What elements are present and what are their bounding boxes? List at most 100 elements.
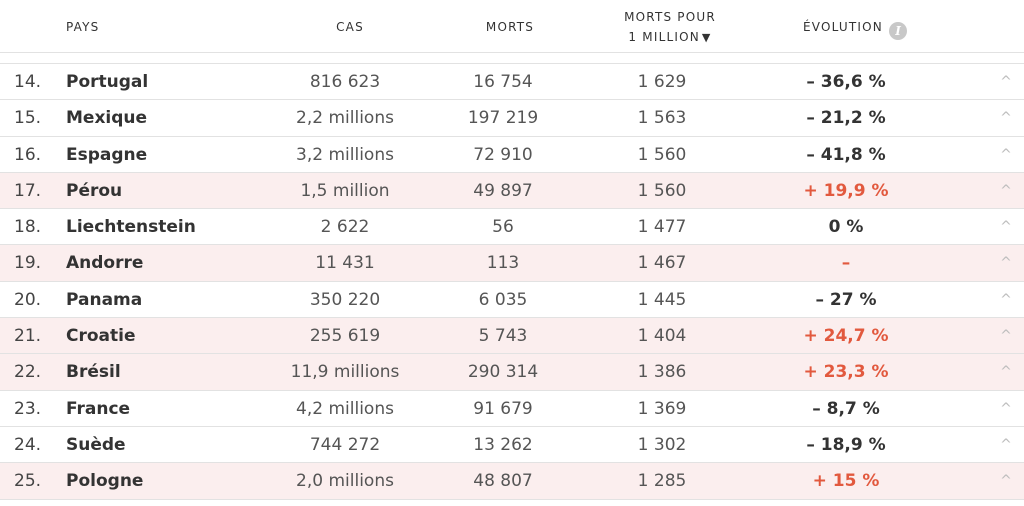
header-cas[interactable]: CAS xyxy=(336,20,364,34)
chevron-up-icon[interactable]: ^ xyxy=(1000,110,1012,127)
row-evolution: + 23,3 % xyxy=(803,362,889,383)
row-cases: 816 623 xyxy=(309,72,381,92)
row-evolution: + 19,9 % xyxy=(803,180,889,201)
row-rank: 14. xyxy=(14,72,42,92)
row-country: Pérou xyxy=(66,180,123,201)
row-deaths-per-million: 1 560 xyxy=(637,144,687,165)
row-rank: 16. xyxy=(14,144,42,165)
row-rank: 25. xyxy=(14,471,42,492)
table-row[interactable]: 22. Brésil 11,9 millions 290 314 1 386 + 23,3… xyxy=(0,354,1024,391)
row-evolution: – 8,7 % xyxy=(812,398,880,419)
row-rank: 20. xyxy=(14,289,42,310)
header-mpm-line2: 1 MILLION xyxy=(628,30,700,44)
row-deaths: 13 262 xyxy=(473,434,533,455)
row-evolution: – xyxy=(841,253,851,274)
row-deaths-per-million: 1 563 xyxy=(637,108,687,129)
row-deaths: 72 910 xyxy=(473,144,533,165)
row-cases: 1,5 million xyxy=(300,180,390,201)
row-deaths: 91 679 xyxy=(473,398,533,419)
row-country: Brésil xyxy=(66,362,121,383)
row-country: Croatie xyxy=(66,326,136,347)
row-cases: 2,0 millions xyxy=(296,471,394,492)
row-cases: 744 272 xyxy=(309,434,381,455)
row-rank: 15. xyxy=(14,108,42,129)
row-rank: 19. xyxy=(14,253,42,274)
chevron-up-icon[interactable]: ^ xyxy=(1000,219,1012,236)
row-evolution: – 36,6 % xyxy=(806,72,886,92)
row-cases: 2 622 xyxy=(320,217,370,238)
table-row[interactable]: 24. Suède 744 272 13 262 1 302 – 18,9 % ^ xyxy=(0,427,1024,464)
row-evolution: – 27 % xyxy=(815,289,877,310)
clipped-row xyxy=(0,52,1024,64)
row-deaths-per-million: 1 477 xyxy=(637,217,687,238)
table-row[interactable]: 15. Mexique 2,2 millions 197 219 1 563 – 21,2… xyxy=(0,100,1024,137)
row-deaths-per-million: 1 369 xyxy=(637,398,687,419)
chevron-up-icon[interactable]: ^ xyxy=(1000,328,1012,345)
row-deaths-per-million: 1 467 xyxy=(637,253,687,274)
row-evolution: + 24,7 % xyxy=(803,326,889,347)
table-row[interactable]: 21. Croatie 255 619 5 743 1 404 + 24,7 % ^ xyxy=(0,318,1024,355)
header-evolution-label: ÉVOLUTION xyxy=(803,20,883,34)
table-body: 14. Portugal 816 623 16 754 1 629– 36,6 % ^ 15… xyxy=(0,64,1024,500)
row-country: Andorre xyxy=(66,253,144,274)
table-row[interactable]: 19. Andorre 11 431 113 1 467 – ^ xyxy=(0,245,1024,282)
row-rank: 24. xyxy=(14,434,42,455)
sort-desc-icon: ▼ xyxy=(701,31,712,44)
row-evolution: 0 % xyxy=(828,217,864,238)
table-row[interactable]: 14. Portugal 816 623 16 754 1 629 – 36,6 % ^ xyxy=(0,64,1024,101)
row-deaths-per-million: 1 629 xyxy=(637,72,687,92)
chevron-up-icon[interactable]: ^ xyxy=(1000,146,1012,163)
header-mpm-line1: MORTS POUR xyxy=(624,10,716,24)
chevron-up-icon[interactable]: ^ xyxy=(1000,291,1012,308)
row-deaths: 6 035 xyxy=(478,289,528,310)
row-deaths-per-million: 1 404 xyxy=(637,326,687,347)
table-row[interactable]: 16. Espagne 3,2 millions 72 910 1 560 – 41,8 … xyxy=(0,137,1024,173)
chevron-up-icon[interactable]: ^ xyxy=(1000,182,1012,199)
header-morts-pour-million[interactable]: MORTS POUR 1 MILLION ▼ xyxy=(600,7,740,48)
row-deaths: 290 314 xyxy=(467,362,539,383)
row-country: Pologne xyxy=(66,471,144,492)
row-country: Liechtenstein xyxy=(66,217,196,238)
chevron-up-icon[interactable]: ^ xyxy=(1000,473,1012,490)
row-country: Panama xyxy=(66,289,143,310)
row-rank: 23. xyxy=(14,398,42,419)
header-morts[interactable]: MORTS xyxy=(485,20,535,34)
row-country: Espagne xyxy=(66,144,148,165)
chevron-up-icon[interactable]: ^ xyxy=(1000,74,1012,90)
table-row[interactable]: 20. Panama 350 220 6 035 1 445 – 27 % ^ xyxy=(0,282,1024,319)
table-row[interactable]: 25. Pologne 2,0 millions 48 807 1 285 + 15 % ^ xyxy=(0,463,1024,500)
table-row[interactable]: 18. Liechtenstein 2 622 56 1 477 0 % ^ xyxy=(0,209,1024,246)
table-header: PAYS CAS MORTS MORTS POUR 1 MILLION ▼ ÉVO… xyxy=(0,0,1024,53)
row-deaths-per-million: 1 285 xyxy=(637,471,687,492)
chevron-up-icon[interactable]: ^ xyxy=(1000,400,1012,417)
row-rank: 18. xyxy=(14,217,42,238)
row-evolution: – 41,8 % xyxy=(806,144,886,165)
row-rank: 21. xyxy=(14,326,42,347)
row-deaths: 16 754 xyxy=(473,72,533,92)
row-cases: 350 220 xyxy=(309,289,381,310)
row-cases: 3,2 millions xyxy=(296,144,394,165)
row-deaths-per-million: 1 386 xyxy=(637,362,687,383)
row-evolution: + 15 % xyxy=(812,471,880,492)
row-deaths-per-million: 1 560 xyxy=(637,180,687,201)
row-evolution: – 21,2 % xyxy=(806,108,886,129)
row-deaths: 49 897 xyxy=(473,180,533,201)
row-cases: 11 431 xyxy=(315,253,375,274)
row-country: Portugal xyxy=(66,72,149,92)
row-evolution: – 18,9 % xyxy=(806,434,886,455)
row-cases: 11,9 millions xyxy=(290,362,400,383)
row-deaths: 56 xyxy=(492,217,514,238)
row-deaths-per-million: 1 445 xyxy=(637,289,687,310)
table-row[interactable]: 23. France 4,2 millions 91 679 1 369 – 8,7 % ^ xyxy=(0,391,1024,427)
chevron-up-icon[interactable]: ^ xyxy=(1000,364,1012,381)
row-country: France xyxy=(66,398,131,419)
info-icon[interactable]: i xyxy=(889,22,907,40)
header-evolution[interactable]: ÉVOLUTION i xyxy=(803,17,907,40)
header-pays[interactable]: PAYS xyxy=(66,20,100,34)
table-row[interactable]: 17. Pérou 1,5 million 49 897 1 560 + 19,9 % ^ xyxy=(0,172,1024,210)
chevron-up-icon[interactable]: ^ xyxy=(1000,255,1012,272)
row-deaths: 113 xyxy=(486,253,520,274)
chevron-up-icon[interactable]: ^ xyxy=(1000,436,1012,453)
row-country: Suède xyxy=(66,434,126,455)
